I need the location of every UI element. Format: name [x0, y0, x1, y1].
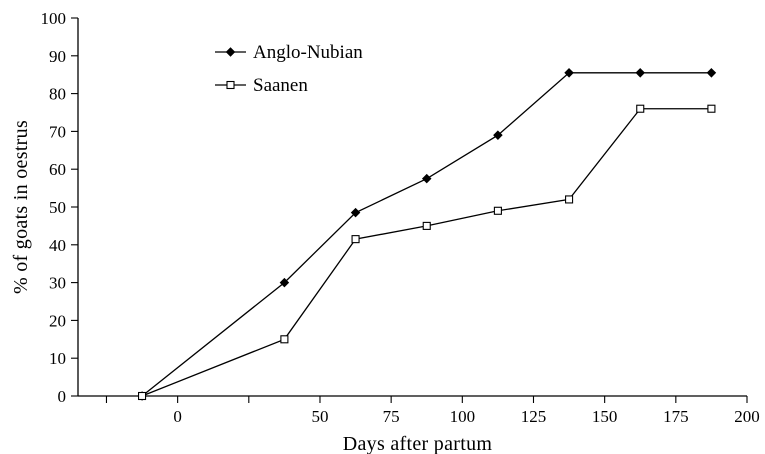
y-axis-title: % of goats in oestrus	[10, 120, 32, 294]
data-point	[351, 235, 360, 244]
y-tick-label: 100	[41, 9, 67, 28]
data-point	[421, 173, 432, 184]
data-point	[138, 391, 147, 401]
y-tick-label: 30	[49, 274, 66, 293]
x-ticks: 0 50 75 100 125 150 175 200	[105, 396, 760, 426]
y-tick-label: 50	[49, 198, 66, 217]
data-point	[635, 68, 646, 78]
data-point	[707, 104, 716, 113]
legend-label: Anglo-Nubian	[253, 42, 363, 63]
data-point	[279, 277, 290, 288]
y-tick-label: 90	[49, 47, 66, 66]
legend-entry: Anglo-Nubian	[215, 42, 363, 63]
y-tick-label: 40	[49, 236, 66, 255]
data-point	[564, 68, 574, 78]
y-tick-label: 20	[49, 311, 66, 330]
data-point	[280, 335, 289, 344]
series-line	[141, 72, 712, 397]
x-tick-label: 50	[311, 407, 328, 426]
y-tick-label: 10	[49, 349, 66, 368]
x-axis-title: Days after partum	[343, 433, 493, 454]
data-point	[422, 221, 431, 230]
series-layer	[137, 68, 717, 401]
x-tick-label: 200	[734, 407, 760, 426]
data-point	[225, 47, 236, 57]
x-tick-label: 150	[592, 407, 618, 426]
y-tick-label: 70	[49, 122, 66, 141]
y-tick-label: 0	[58, 387, 67, 406]
data-point	[226, 80, 235, 90]
y-tick-label: 60	[49, 160, 66, 179]
axes: 0 10 20 30 40 50 60 70 80 90 100 0 50 75 100 125 150 175…	[41, 9, 760, 426]
series-2	[138, 104, 716, 401]
data-point	[565, 195, 574, 204]
y-ticks: 0 10 20 30 40 50 60 70 80 90 100	[41, 9, 78, 406]
x-tick-label: 125	[521, 407, 547, 426]
legend: Anglo-Nubian Saanen	[215, 42, 363, 96]
series-1	[137, 68, 717, 401]
data-point	[350, 207, 361, 218]
y-tick-label: 80	[49, 85, 66, 104]
data-point	[706, 68, 717, 78]
x-tick-label: 0	[173, 407, 182, 426]
x-tick-label: 75	[383, 407, 400, 426]
legend-entry: Saanen	[215, 75, 308, 96]
data-point	[493, 206, 502, 215]
data-point	[636, 104, 645, 113]
data-point	[493, 130, 503, 140]
legend-label: Saanen	[253, 75, 308, 96]
x-tick-label: 100	[450, 407, 476, 426]
x-tick-label: 175	[663, 407, 689, 426]
series-line	[141, 108, 712, 397]
